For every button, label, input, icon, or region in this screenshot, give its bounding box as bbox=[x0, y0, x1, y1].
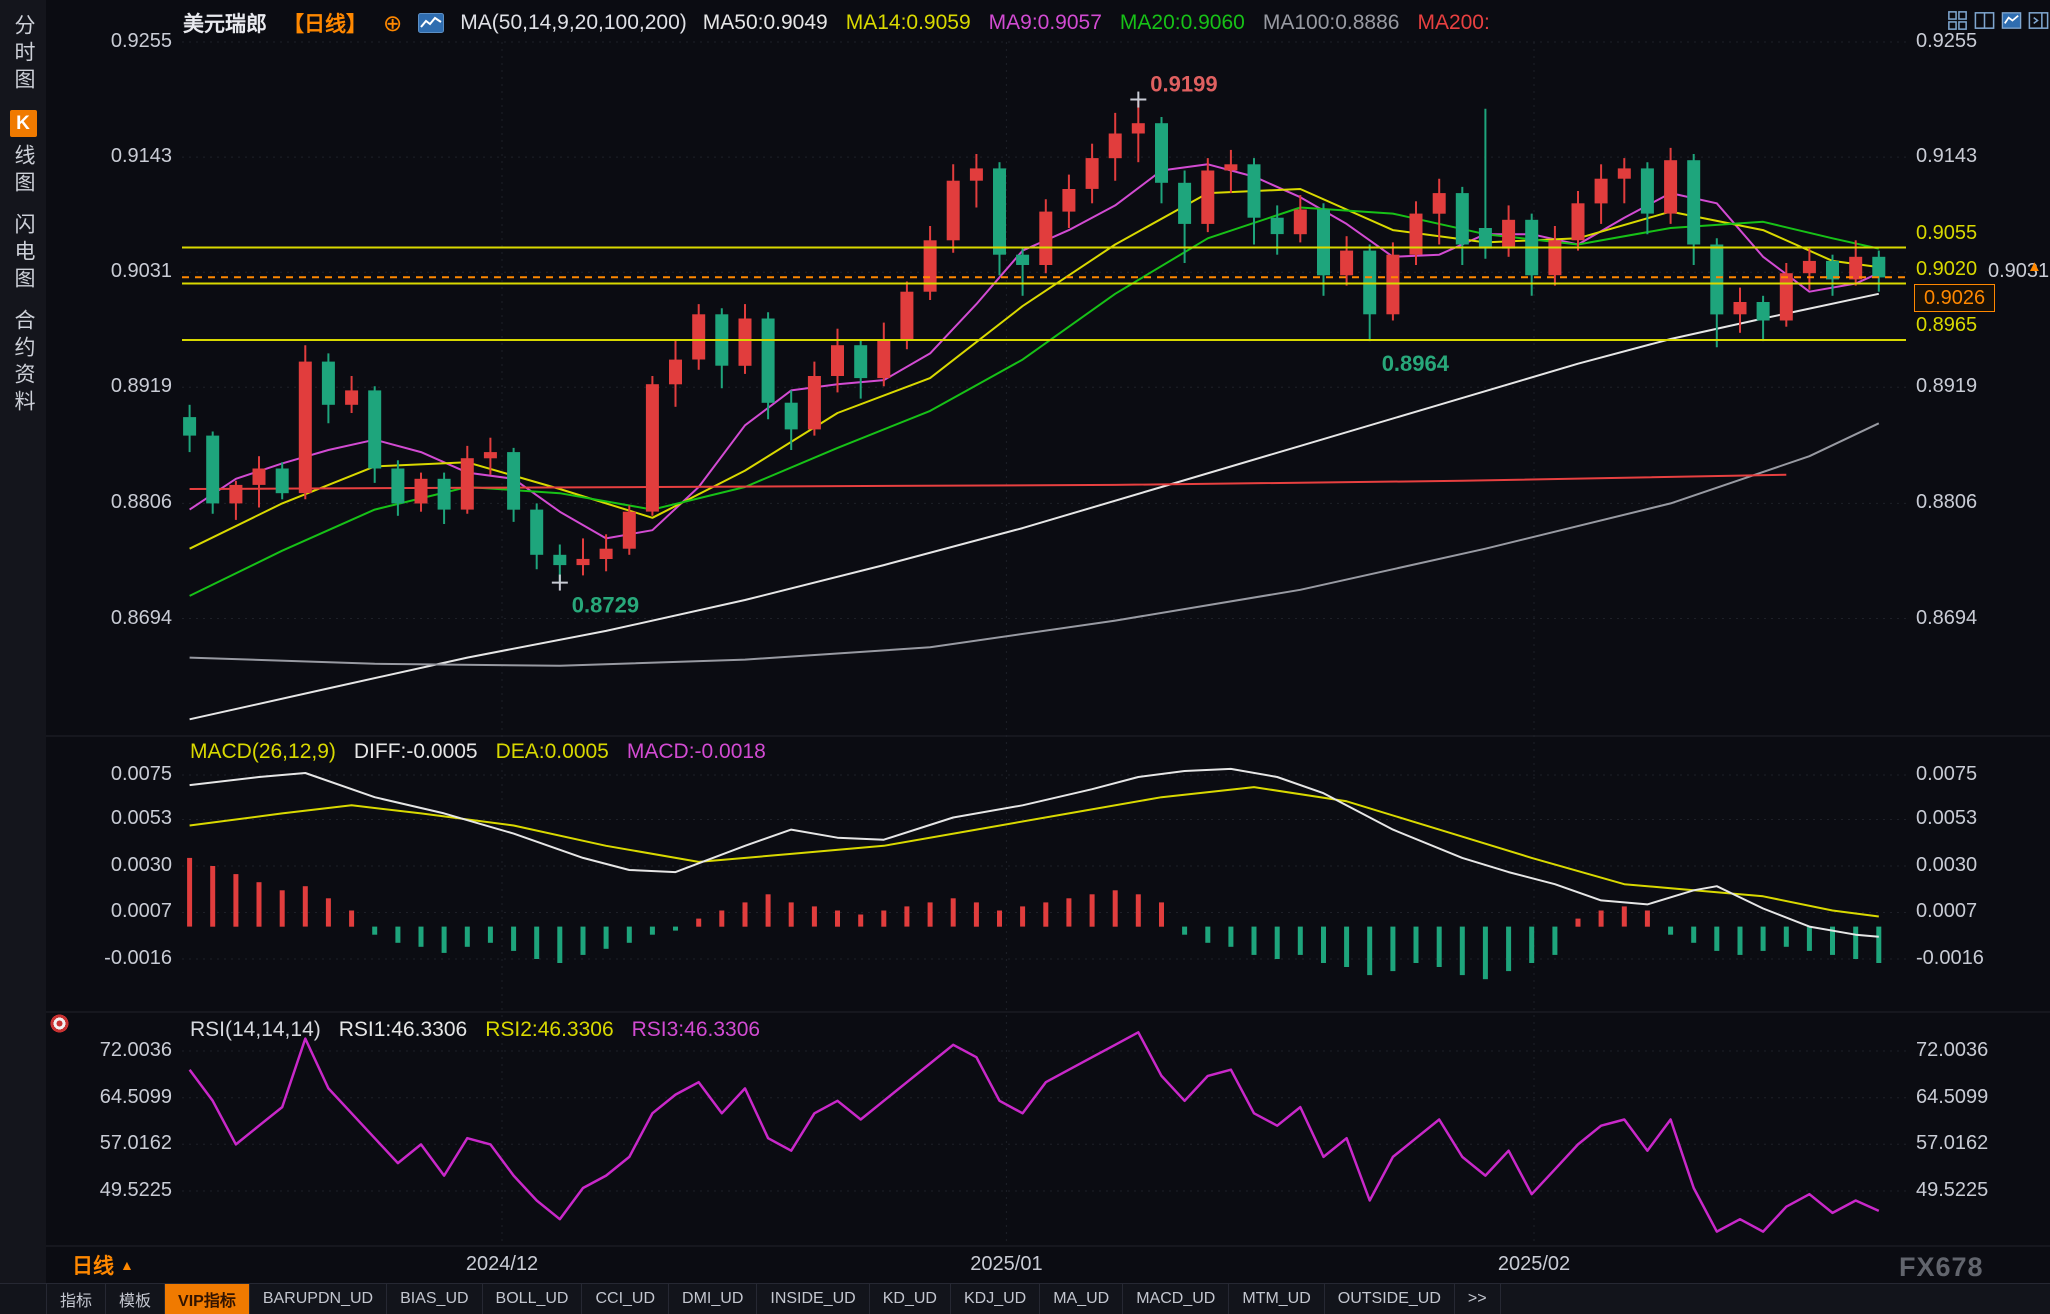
ma-settings-label: MA(50,14,9,20,100,200) bbox=[460, 11, 687, 34]
toolbar-tab[interactable]: >> bbox=[1455, 1284, 1501, 1314]
ma-value: MA20:0.9060 bbox=[1119, 11, 1245, 34]
ma-value: MA9:0.9057 bbox=[988, 11, 1102, 34]
chart-type-icon[interactable] bbox=[418, 13, 445, 33]
macd-legend-value: DIFF:-0.0005 bbox=[353, 740, 478, 763]
annotations-layer: 0.9199 0.8729 0.8964 bbox=[551, 72, 1450, 618]
macd-title: MACD(26,12,9) bbox=[190, 740, 336, 763]
sidebar-item-label: 合约资料 bbox=[12, 309, 35, 417]
toolbar-tab[interactable]: BOLL_UD bbox=[483, 1284, 583, 1314]
rsi-legend-value: RSI2:46.3306 bbox=[485, 1018, 614, 1041]
layout-grid-icon[interactable] bbox=[1946, 9, 1969, 32]
ma-value: MA200: bbox=[1417, 11, 1490, 34]
ma-lines-layer bbox=[189, 163, 1880, 721]
toolbar-tab[interactable]: BIAS_UD bbox=[387, 1284, 483, 1314]
layout-toggle-icons bbox=[1946, 9, 2050, 32]
price-annotation: 0.8964 bbox=[1382, 351, 1450, 376]
ma-values-legend: MA50:0.9049 MA14:0.9059 MA9:0.9057 MA20:0.9… bbox=[703, 11, 1490, 35]
price-annotation: 0.9199 bbox=[1150, 72, 1217, 97]
sidebar-item-label: 分时图 bbox=[12, 14, 35, 95]
bottom-toolbar: 指标 模板 VIP指标 BARUPDN_UD BIAS_UD BOLL_UD CCI_UD D… bbox=[0, 1283, 2050, 1314]
rsi-title: RSI(14,14,14) bbox=[190, 1018, 321, 1041]
hlines-layer bbox=[182, 246, 1906, 341]
price-up-arrow-icon: ▲ bbox=[2027, 258, 2042, 275]
sidebar-item-label: 闪电图 bbox=[12, 213, 35, 294]
macd-legend: DIFF:-0.0005 DEA:0.0005 MACD:-0.0018 bbox=[354, 740, 766, 764]
sidebar-item-time-chart[interactable]: 分时图 bbox=[8, 14, 38, 95]
rsi-header: RSI(14,14,14) RSI1:46.3306 RSI2:46.3306 RS… bbox=[190, 1018, 760, 1042]
left-sidebar: 分时图 K 线图 闪电图 合约资料 bbox=[0, 0, 46, 1283]
sidebar-item-lightning-chart[interactable]: 闪电图 bbox=[8, 213, 38, 294]
ma-value: MA100:0.8886 bbox=[1262, 11, 1400, 34]
macd-layer bbox=[187, 767, 1882, 980]
sidebar-item-contract-info[interactable]: 合约资料 bbox=[8, 309, 38, 417]
toolbar-tab[interactable]: MACD_UD bbox=[1123, 1284, 1230, 1314]
layout-panel-icon[interactable] bbox=[2027, 9, 2050, 32]
layout-chart-icon[interactable] bbox=[2000, 9, 2023, 32]
kline-badge: K bbox=[9, 110, 37, 137]
period-label[interactable]: 【日线】 bbox=[283, 13, 367, 36]
add-indicator-icon[interactable]: ⊕ bbox=[383, 9, 403, 36]
rsi-layer bbox=[188, 1031, 1880, 1233]
record-target-icon[interactable] bbox=[50, 1014, 69, 1033]
toolbar-tab[interactable]: BARUPDN_UD bbox=[250, 1284, 388, 1314]
macd-header: MACD(26,12,9) DIFF:-0.0005 DEA:0.0005 MACD… bbox=[190, 740, 766, 764]
ma-value: MA50:0.9049 bbox=[702, 11, 828, 34]
ma-value: MA14:0.9059 bbox=[845, 11, 971, 34]
macd-legend-value: MACD:-0.0018 bbox=[626, 740, 766, 763]
bottom-period-label: 日线 bbox=[72, 1255, 114, 1278]
toolbar-tab[interactable]: 指标 bbox=[46, 1284, 107, 1314]
toolbar-tab[interactable]: CCI_UD bbox=[582, 1284, 670, 1314]
watermark: FX678 bbox=[1899, 1252, 1984, 1282]
current-price-box: 0.9026 bbox=[1914, 284, 1996, 312]
rsi-legend-value: RSI3:46.3306 bbox=[631, 1018, 761, 1041]
toolbar-tab[interactable]: KDJ_UD bbox=[951, 1284, 1041, 1314]
toolbar-tab[interactable]: 模板 bbox=[106, 1284, 166, 1314]
macd-legend-value: DEA:0.0005 bbox=[495, 740, 609, 763]
chart-header: 美元瑞郎 【日线】 ⊕ MA(50,14,9,20,100,200) MA50:… bbox=[183, 8, 1490, 38]
candles-layer bbox=[183, 99, 1886, 583]
bottom-period-selector[interactable]: 日线 ▲ bbox=[72, 1250, 134, 1280]
toolbar-tab[interactable]: MA_UD bbox=[1040, 1284, 1124, 1314]
toolbar-tab[interactable]: MTM_UD bbox=[1229, 1284, 1325, 1314]
rsi-legend-value: RSI1:46.3306 bbox=[338, 1018, 468, 1041]
sidebar-item-kline-chart[interactable]: K 线图 bbox=[8, 110, 38, 198]
period-up-arrow-icon: ▲ bbox=[120, 1257, 134, 1273]
toolbar-tab[interactable]: VIP指标 bbox=[165, 1284, 250, 1314]
toolbar-tab[interactable]: OUTSIDE_UD bbox=[1325, 1284, 1455, 1314]
toolbar-tab[interactable]: DMI_UD bbox=[669, 1284, 758, 1314]
toolbar-tab[interactable]: KD_UD bbox=[870, 1284, 951, 1314]
sidebar-item-label: 线图 bbox=[12, 144, 35, 198]
toolbar-tab[interactable]: INSIDE_UD bbox=[757, 1284, 870, 1314]
panel-separators bbox=[46, 735, 2050, 1247]
layout-split-icon[interactable] bbox=[1973, 9, 1996, 32]
price-annotation: 0.8729 bbox=[572, 593, 639, 618]
symbol-name: 美元瑞郎 bbox=[183, 13, 267, 36]
rsi-legend: RSI1:46.3306 RSI2:46.3306 RSI3:46.3306 bbox=[339, 1018, 760, 1042]
